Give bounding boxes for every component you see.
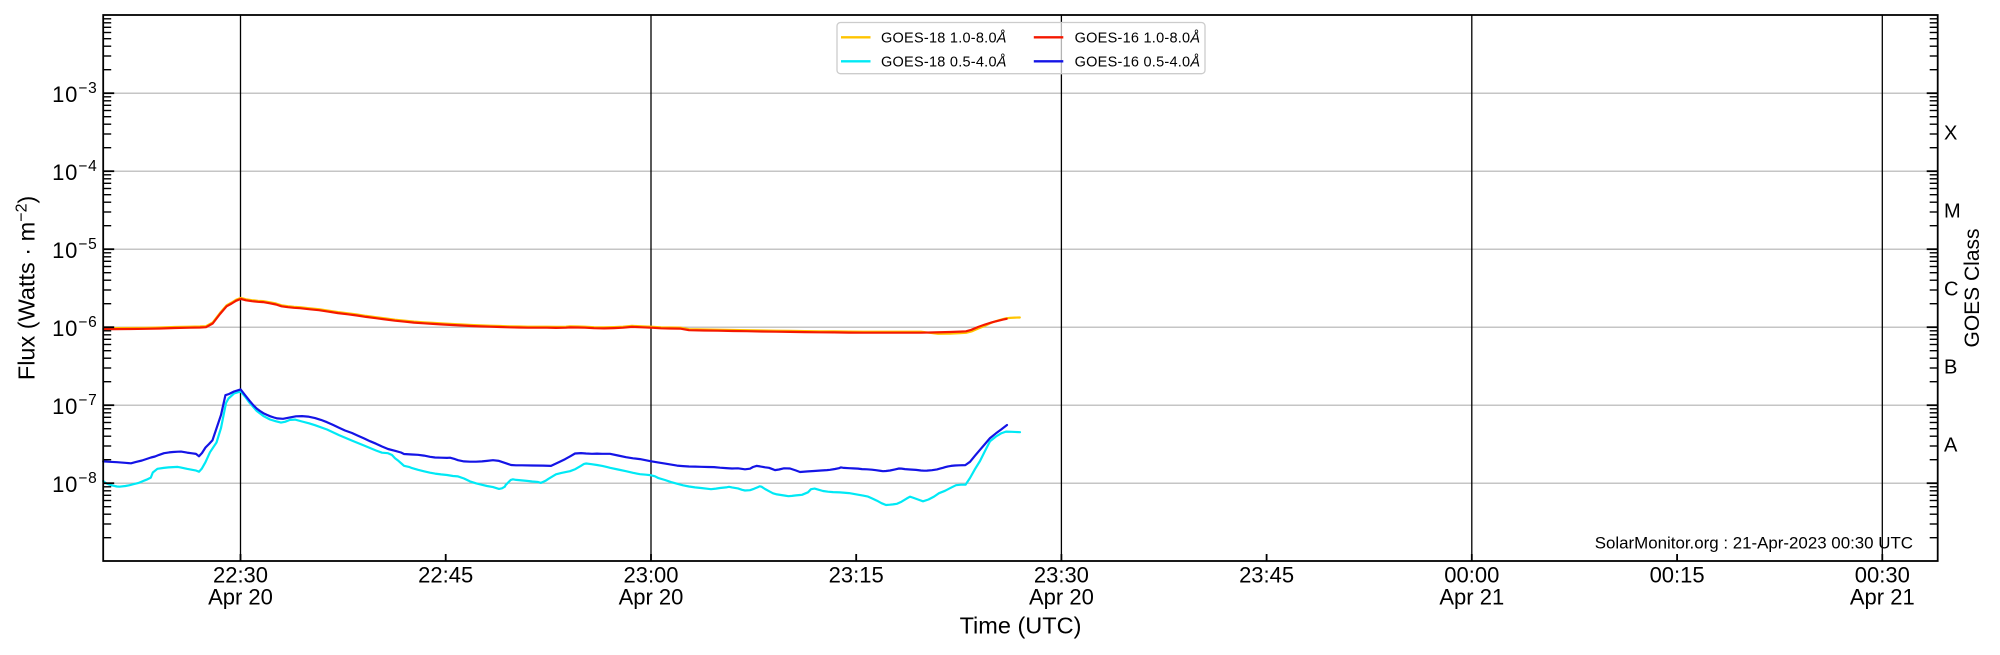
svg-text:00:15: 00:15: [1650, 562, 1705, 587]
svg-text:00:30: 00:30: [1855, 562, 1910, 587]
svg-text:SolarMonitor.org : 21-Apr-2023: SolarMonitor.org : 21-Apr-2023 00:30 UTC: [1595, 534, 1913, 553]
svg-text:23:45: 23:45: [1239, 562, 1294, 587]
svg-text:Time (UTC): Time (UTC): [960, 613, 1082, 639]
svg-text:23:15: 23:15: [829, 562, 884, 587]
svg-text:Apr 21: Apr 21: [1850, 585, 1915, 610]
svg-text:22:30: 22:30: [213, 562, 268, 587]
svg-text:10−8: 10−8: [52, 470, 97, 497]
svg-text:23:00: 23:00: [623, 562, 678, 587]
svg-text:Apr 20: Apr 20: [208, 585, 273, 610]
svg-text:00:00: 00:00: [1444, 562, 1499, 587]
svg-text:Apr 20: Apr 20: [619, 585, 684, 610]
svg-text:Flux (Watts · m−2): Flux (Watts · m−2): [14, 196, 40, 380]
svg-text:X: X: [1944, 123, 1957, 145]
svg-text:M: M: [1944, 201, 1961, 223]
svg-text:Apr 21: Apr 21: [1439, 585, 1504, 610]
svg-text:GOES-16 0.5-4.0Å: GOES-16 0.5-4.0Å: [1075, 54, 1201, 71]
svg-text:C: C: [1944, 279, 1958, 301]
svg-text:Apr 20: Apr 20: [1029, 585, 1094, 610]
svg-text:GOES-18 1.0-8.0Å: GOES-18 1.0-8.0Å: [881, 30, 1007, 47]
svg-text:GOES-18 0.5-4.0Å: GOES-18 0.5-4.0Å: [881, 54, 1007, 71]
svg-text:A: A: [1944, 435, 1958, 457]
svg-text:23:30: 23:30: [1034, 562, 1089, 587]
svg-text:B: B: [1944, 357, 1957, 379]
svg-text:22:45: 22:45: [418, 562, 473, 587]
svg-text:GOES Class: GOES Class: [1961, 228, 1984, 347]
svg-text:GOES-16 1.0-8.0Å: GOES-16 1.0-8.0Å: [1075, 30, 1201, 47]
